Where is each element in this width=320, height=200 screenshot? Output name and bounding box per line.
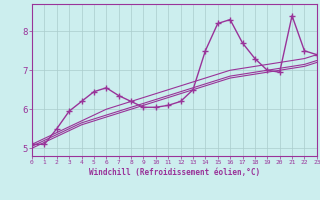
- X-axis label: Windchill (Refroidissement éolien,°C): Windchill (Refroidissement éolien,°C): [89, 168, 260, 177]
